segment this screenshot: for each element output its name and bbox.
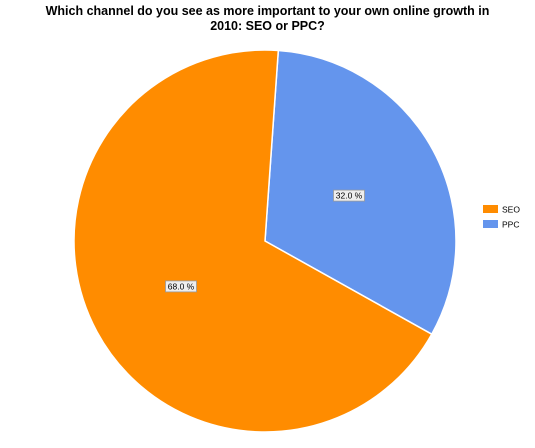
pie-slice-labels: 32.0 % 68.0 %	[165, 189, 365, 293]
chart-title-line-1: Which channel do you see as more importa…	[45, 4, 490, 18]
legend-label-seo: SEO	[502, 205, 520, 215]
legend-label-ppc: PPC	[502, 220, 519, 230]
legend-swatch-seo	[483, 205, 498, 213]
slice-label-box-seo	[165, 280, 197, 293]
chart-title-line-2: 2010: SEO or PPC?	[210, 19, 325, 33]
legend: SEO PPC	[483, 205, 520, 230]
pie-slice-seo	[73, 49, 433, 433]
slice-label-box-ppc	[333, 189, 365, 202]
chart-title: Which channel do you see as more importa…	[0, 4, 535, 34]
legend-swatch-ppc	[483, 220, 498, 228]
pie-slices	[73, 49, 457, 433]
slice-label-seo: 68.0 %	[168, 281, 195, 291]
slice-label-ppc: 32.0 %	[336, 191, 363, 201]
